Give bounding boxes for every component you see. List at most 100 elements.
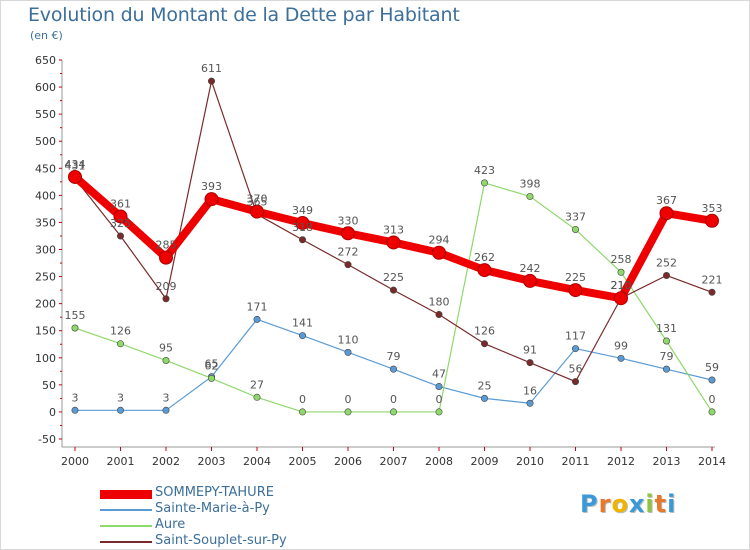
data-label-saint-souplet-sur-py: 272 xyxy=(338,246,359,259)
data-point-sommepy-tahure xyxy=(250,204,264,219)
data-label-aure: 258 xyxy=(611,253,632,266)
data-label-saint-souplet-sur-py: 209 xyxy=(156,280,177,293)
data-point-sommepy-tahure xyxy=(68,169,82,184)
data-point-sommepy-tahure xyxy=(159,250,173,265)
data-point-saint-souplet-sur-py xyxy=(162,295,170,303)
data-label-saint-souplet-sur-py: 318 xyxy=(292,221,313,234)
logo-letter: i xyxy=(645,490,655,518)
legend-swatch-sainte-marie-a-py xyxy=(100,509,152,511)
y-tick-label: 300 xyxy=(35,244,56,257)
y-tick-label: -50 xyxy=(38,433,56,446)
data-point-sainte-marie-a-py xyxy=(344,348,352,356)
data-point-sainte-marie-a-py xyxy=(253,315,261,323)
data-point-aure xyxy=(253,393,261,401)
data-point-sommepy-tahure xyxy=(477,263,492,278)
data-point-saint-souplet-sur-py xyxy=(526,359,534,367)
data-label-aure: 398 xyxy=(520,177,541,190)
data-label-sommepy-tahure: 367 xyxy=(656,194,677,207)
x-tick-label: 2011 xyxy=(562,455,590,468)
x-tick-label: 2005 xyxy=(289,455,317,468)
chart-title: Evolution du Montant de la Dette par Hab… xyxy=(28,4,460,26)
legend-label-sainte-marie-a-py: Sainte-Marie-à-Py xyxy=(155,501,270,516)
data-label-sommepy-tahure: 349 xyxy=(292,204,313,217)
y-tick-label: 450 xyxy=(35,162,56,175)
data-label-sainte-marie-a-py: 16 xyxy=(523,384,537,397)
y-tick-label: 400 xyxy=(35,189,56,202)
x-tick-label: 2014 xyxy=(698,455,726,468)
legend-swatch-saint-souplet-sur-py xyxy=(100,541,152,543)
data-label-sommepy-tahure: 285 xyxy=(156,239,177,252)
data-label-aure: 337 xyxy=(565,210,586,223)
legend-label-sommepy-tahure: SOMMEPY-TAHURE xyxy=(155,485,274,500)
data-label-sainte-marie-a-py: 47 xyxy=(432,367,446,380)
x-tick-label: 2010 xyxy=(516,455,544,468)
x-tick-label: 2004 xyxy=(243,455,271,468)
data-label-aure: 95 xyxy=(159,341,173,354)
data-point-saint-souplet-sur-py xyxy=(389,286,397,294)
data-point-sommepy-tahure xyxy=(705,213,719,228)
x-tick-label: 2013 xyxy=(653,455,681,468)
data-point-saint-souplet-sur-py xyxy=(117,232,125,240)
data-point-sommepy-tahure xyxy=(295,215,310,230)
data-label-sainte-marie-a-py: 141 xyxy=(292,317,313,330)
data-label-saint-souplet-sur-py: 210 xyxy=(611,279,632,292)
y-tick-label: 350 xyxy=(35,216,56,229)
data-point-saint-souplet-sur-py xyxy=(208,77,216,85)
x-tick-label: 2003 xyxy=(198,455,226,468)
data-label-saint-souplet-sur-py: 180 xyxy=(429,295,450,308)
data-point-saint-souplet-sur-py xyxy=(708,288,716,296)
data-point-aure xyxy=(208,374,216,382)
data-point-aure xyxy=(617,268,625,276)
data-label-sainte-marie-a-py: 3 xyxy=(72,391,79,404)
data-point-sommepy-tahure xyxy=(341,226,355,241)
data-label-aure: 0 xyxy=(345,393,352,406)
logo-letter: o xyxy=(611,490,629,518)
y-tick-label: 600 xyxy=(35,81,56,94)
y-tick-label: 150 xyxy=(35,325,56,338)
data-point-sainte-marie-a-py xyxy=(526,399,534,407)
data-label-saint-souplet-sur-py: 225 xyxy=(383,271,404,284)
data-point-aure xyxy=(662,337,670,345)
data-point-sainte-marie-a-py xyxy=(117,406,125,414)
data-point-sommepy-tahure xyxy=(386,235,401,250)
logo-letter: P xyxy=(580,490,599,518)
data-point-sainte-marie-a-py xyxy=(71,406,79,414)
x-tick-label: 2012 xyxy=(607,455,635,468)
data-label-saint-souplet-sur-py: 56 xyxy=(569,363,583,376)
legend-swatch-aure xyxy=(100,525,152,527)
data-point-sainte-marie-a-py xyxy=(480,394,488,402)
data-point-sainte-marie-a-py xyxy=(617,354,625,362)
data-label-sommepy-tahure: 370 xyxy=(247,193,268,206)
data-point-sainte-marie-a-py xyxy=(435,382,443,390)
data-point-aure xyxy=(71,324,79,332)
data-label-aure: 0 xyxy=(436,393,443,406)
data-label-saint-souplet-sur-py: 365 xyxy=(247,195,268,208)
data-label-sainte-marie-a-py: 110 xyxy=(338,333,359,346)
data-point-saint-souplet-sur-py xyxy=(298,236,306,244)
data-label-sommepy-tahure: 294 xyxy=(429,234,450,247)
x-tick-label: 2009 xyxy=(471,455,499,468)
y-tick-label: 100 xyxy=(35,352,56,365)
x-tick-label: 2001 xyxy=(107,455,135,468)
data-point-sainte-marie-a-py xyxy=(662,365,670,373)
data-point-sainte-marie-a-py xyxy=(389,365,397,373)
x-tick-label: 2000 xyxy=(61,455,89,468)
data-label-sainte-marie-a-py: 79 xyxy=(387,350,401,363)
data-label-saint-souplet-sur-py: 431 xyxy=(65,160,86,173)
data-point-aure xyxy=(389,408,397,416)
x-tick-label: 2007 xyxy=(380,455,408,468)
legend-label-aure: Aure xyxy=(155,517,186,532)
y-tick-label: 200 xyxy=(35,298,56,311)
data-point-saint-souplet-sur-py xyxy=(662,271,670,279)
data-label-sainte-marie-a-py: 59 xyxy=(705,361,719,374)
logo-letter: i xyxy=(667,490,677,518)
data-label-aure: 423 xyxy=(474,164,495,177)
data-point-aure xyxy=(344,408,352,416)
y-tick-label: 0 xyxy=(49,406,56,419)
data-label-sommepy-tahure: 361 xyxy=(110,197,131,210)
data-label-sainte-marie-a-py: 171 xyxy=(247,300,268,313)
data-label-saint-souplet-sur-py: 126 xyxy=(474,325,495,338)
x-tick-label: 2002 xyxy=(152,455,180,468)
y-tick-label: 50 xyxy=(42,379,56,392)
